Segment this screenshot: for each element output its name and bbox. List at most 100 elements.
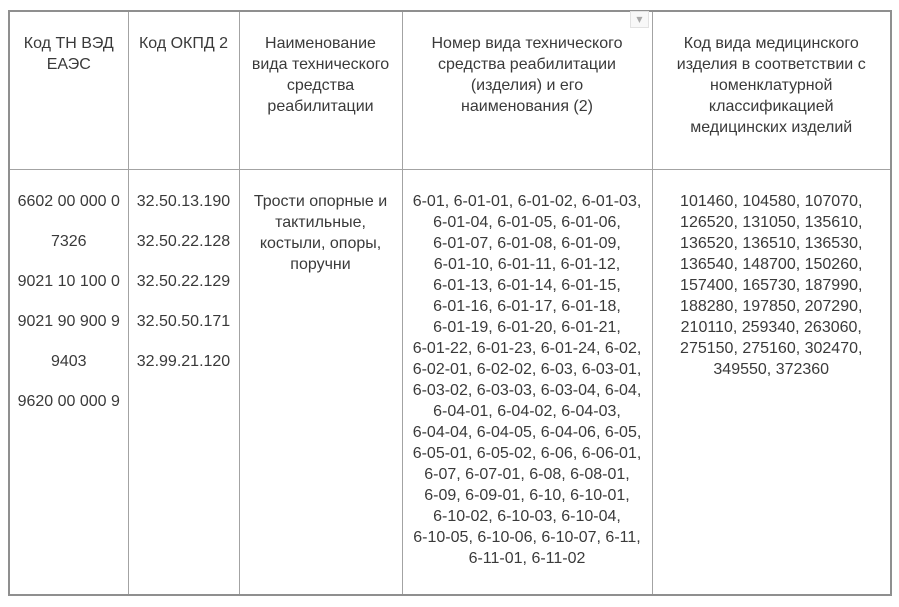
rehab-number-code: 6-06 <box>540 444 573 462</box>
rehab-number-code: 6-01-07 <box>433 234 489 252</box>
medical-device-code: 131050 <box>742 213 796 231</box>
column-header-tn-ved: Код ТН ВЭД ЕАЭС <box>8 10 129 170</box>
rehab-number-code: 6-01-12 <box>560 255 616 273</box>
rehab-number-code: 6-11-02 <box>531 549 586 567</box>
rehab-number-code: 6-01-04 <box>433 213 489 231</box>
rehab-number-code: 6-04-04 <box>412 423 468 441</box>
rehab-number-code: 6-11-01 <box>468 549 523 567</box>
header-line: изделия в соответствии с <box>676 56 866 73</box>
rehab-number-code: 6-04-03 <box>561 402 617 420</box>
rehab-number-code: 6-05 <box>604 423 637 441</box>
column-header-rehab-number: Номер вида технического средства реабилит… <box>401 10 653 170</box>
rehab-number-code: 6-01-05 <box>497 213 553 231</box>
rehab-number-code: 6-04-06 <box>540 423 596 441</box>
rehab-number-code: 6-01-09 <box>561 234 617 252</box>
medical-device-code: 107070 <box>804 192 858 210</box>
rehab-number-code: 6-10 <box>529 486 562 504</box>
medical-device-code: 275150 <box>680 339 734 357</box>
medical-device-code: 104580 <box>742 192 796 210</box>
header-line: (изделия) и его <box>470 77 584 94</box>
rehab-number-code: 6-07 <box>424 465 457 483</box>
medical-device-code: 372360 <box>775 360 830 378</box>
rehab-number-code: 6-08-01 <box>570 465 626 483</box>
header-line: классификацией <box>708 98 834 115</box>
rehab-number-code: 6-05-01 <box>412 444 468 462</box>
medical-device-code: 126520 <box>680 213 734 231</box>
rehab-number-code: 6-04-02 <box>497 402 553 420</box>
header-line: Код вида медицинского <box>683 35 859 52</box>
rehab-number-code: 6-01-14 <box>497 276 553 294</box>
medical-device-code: 136510 <box>742 234 796 252</box>
tn-ved-code: 9021 90 900 9 <box>17 312 120 330</box>
medical-device-code: 136540 <box>680 255 734 273</box>
okpd2-code: 32.50.22.128 <box>136 232 231 250</box>
medical-device-code: 210110 <box>680 318 733 336</box>
column-header-rehab-name: Наименование вида технического средства реа… <box>238 10 403 170</box>
medical-device-code: 188280 <box>680 297 734 315</box>
tn-ved-code: 6602 00 000 0 <box>17 192 120 210</box>
rehab-number-code: 6-01-08 <box>497 234 553 252</box>
rehab-number-code: 6-10-07 <box>541 528 597 546</box>
tn-ved-code: 9620 00 000 9 <box>17 392 120 410</box>
rehab-number-code: 6-07-01 <box>465 465 521 483</box>
header-line: Номер вида технического <box>431 35 623 52</box>
rehab-number-code: 6-10-04 <box>561 507 617 525</box>
table-header-row: Код ТН ВЭД ЕАЭС Код ОКПД 2 Наименование в… <box>8 10 892 170</box>
header-line: средства <box>286 77 355 94</box>
cell-rehab-numbers: 6-01, 6-01-01, 6-01-02, 6-01-03, 6-01-04… <box>401 168 653 596</box>
medical-device-code: 136520 <box>680 234 734 252</box>
medical-device-code: 197850 <box>742 297 796 315</box>
rehab-number-code: 6-02-02 <box>476 360 532 378</box>
rehab-number-code: 6-01-11 <box>497 255 552 273</box>
rehab-number-code: 6-08 <box>529 465 562 483</box>
medical-device-code: 187990 <box>804 276 858 294</box>
rehab-number-code: 6-01-19 <box>433 318 489 336</box>
rehab-number-code: 6-06-01 <box>581 444 637 462</box>
rehab-number-code: 6-02 <box>604 339 637 357</box>
rehab-number-code: 6-10-05 <box>413 528 469 546</box>
rehab-number-code: 6-04 <box>604 381 637 399</box>
header-line: наименования (2) <box>461 98 593 115</box>
rehab-number-code: 6-01-24 <box>540 339 596 357</box>
rehab-number-code: 6-01-01 <box>453 192 509 210</box>
okpd2-code: 32.50.22.129 <box>136 272 231 290</box>
header-line: номенклатурной <box>710 77 833 94</box>
rehab-number-code: 6-01-23 <box>476 339 532 357</box>
medical-device-code: 157400 <box>680 276 734 294</box>
rehab-number-code: 6-03-03 <box>476 381 532 399</box>
medical-device-code: 165730 <box>742 276 796 294</box>
rehab-number-code: 6-01 <box>412 192 445 210</box>
header-line: реабилитации <box>267 98 374 115</box>
rehab-number-code: 6-09-01 <box>465 486 521 504</box>
cell-rehab-name: Трости опорные и тактильные, костыли, оп… <box>238 168 403 596</box>
rehab-number-code: 6-01-03 <box>581 192 637 210</box>
medical-device-code: 150260 <box>804 255 858 273</box>
medical-device-code: 101460 <box>680 192 734 210</box>
medical-device-code: 259340 <box>741 318 796 336</box>
column-header-medical-code: Код вида медицинского изделия в соответст… <box>651 10 892 170</box>
rehab-number-code: 6-01-17 <box>497 297 553 315</box>
rehab-number-code: 6-05-02 <box>476 444 532 462</box>
rehab-number-code: 6-09 <box>424 486 457 504</box>
rehab-number-code: 6-01-16 <box>433 297 489 315</box>
rehab-number-code: 6-01-22 <box>412 339 468 357</box>
rehab-number-code: 6-10-02 <box>433 507 489 525</box>
medical-device-code: 275160 <box>742 339 796 357</box>
chevron-down-icon: ▼ <box>636 15 643 24</box>
rehab-number-code: 6-01-06 <box>561 213 617 231</box>
medical-device-code: 349550 <box>713 360 767 378</box>
okpd2-code: 32.50.50.171 <box>136 312 231 330</box>
tn-ved-code: 9403 <box>50 352 87 370</box>
rehab-number-code: 6-01-15 <box>561 276 617 294</box>
rehab-number-code: 6-11 <box>605 528 637 546</box>
column-filter-dropdown-button[interactable]: ▼ <box>630 11 649 28</box>
header-line: средства реабилитации <box>438 56 616 73</box>
medical-device-code: 207290 <box>804 297 858 315</box>
rehab-number-code: 6-10-01 <box>570 486 626 504</box>
table-row: 6602 00 000 0 7326 9021 10 100 0 9021 90 90… <box>8 168 892 596</box>
cell-okpd2-codes: 32.50.13.190 32.50.22.128 32.50.22.129 32.5… <box>127 168 240 596</box>
tn-ved-code: 9021 10 100 0 <box>17 272 120 290</box>
column-header-okpd2: Код ОКПД 2 <box>127 10 240 170</box>
medical-device-code: 148700 <box>742 255 796 273</box>
rehab-number-code: 6-01-10 <box>433 255 489 273</box>
